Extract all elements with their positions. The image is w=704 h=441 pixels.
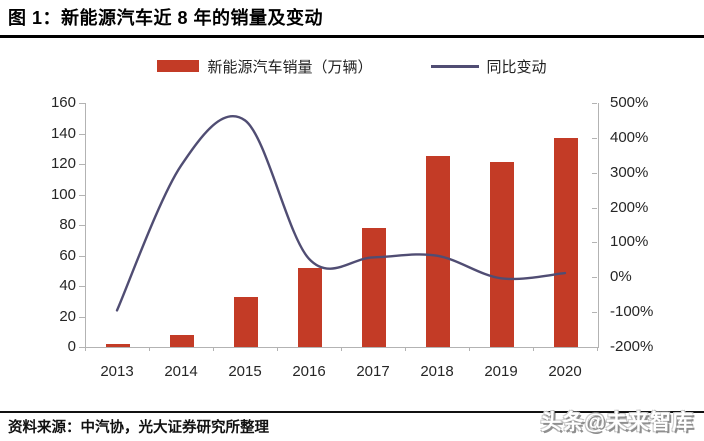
y-axis-right-tick-label: 100% — [610, 233, 649, 251]
x-axis-label: 2018 — [420, 363, 454, 380]
y-axis-right-tick-label: -200% — [610, 338, 654, 355]
watermark: 头条@未来智库 — [540, 411, 694, 434]
plot-area — [85, 103, 599, 348]
y-axis-left-tick-label: 160 — [50, 94, 76, 111]
y-axis-right-tick-label: 500% — [610, 94, 649, 111]
sales-bar — [298, 267, 322, 347]
y-axis-left-tick-label: 100 — [50, 185, 76, 203]
legend-label-sales: 新能源汽车销量（万辆） — [207, 58, 373, 76]
legend-item-sales: 新能源汽车销量（万辆） — [157, 56, 373, 77]
title-rule — [0, 35, 704, 38]
x-axis-label: 2020 — [548, 363, 582, 380]
yoy-line-series — [115, 114, 567, 312]
y-axis-left-tick-label: 40 — [59, 277, 76, 294]
y-axis-right-tick-label: 200% — [610, 198, 649, 216]
legend-label-yoy: 同比变动 — [486, 58, 547, 76]
y-axis-left-tick-label: 60 — [59, 246, 76, 264]
bar-swatch-icon — [157, 60, 200, 72]
sales-bar — [426, 156, 450, 347]
line-swatch-icon — [430, 64, 479, 68]
x-axis-label: 2017 — [356, 363, 390, 380]
y-axis-left-tick-label: 140 — [50, 124, 76, 142]
y-axis-right-tick-label: 0% — [610, 268, 632, 286]
sales-bar — [106, 343, 130, 347]
page-title: 图 1：新能源汽车近 8 年的销量及变动 — [8, 8, 324, 28]
y-axis-left-tick-label: 0 — [67, 338, 76, 355]
x-axis-label: 2014 — [164, 363, 198, 380]
yoy-line-path — [115, 114, 567, 312]
y-axis-left-tick-label: 80 — [59, 216, 76, 233]
y-axis-right-tick-label: 300% — [610, 163, 649, 181]
x-axis-label: 2015 — [228, 363, 262, 380]
legend-item-yoy: 同比变动 — [430, 56, 547, 77]
sales-bar — [554, 138, 578, 347]
source-note: 资料来源：中汽协，光大证券研究所整理 — [8, 420, 269, 436]
x-axis-label: 2019 — [484, 363, 518, 380]
sales-bar — [362, 228, 386, 347]
legend: 新能源汽车销量（万辆） 同比变动 — [0, 54, 704, 78]
y-axis-right-tick-label: 400% — [610, 128, 649, 146]
x-axis-label: 2016 — [292, 363, 326, 380]
sales-bar — [170, 334, 194, 347]
footer-rule — [0, 411, 704, 413]
y-axis-left-tick-label: 120 — [50, 155, 76, 172]
sales-bar — [490, 162, 514, 347]
y-axis-left-tick-label: 20 — [59, 307, 76, 325]
y-axis-right-tick-label: -100% — [610, 303, 654, 321]
x-axis-label: 2013 — [100, 363, 134, 380]
sales-bar — [234, 296, 258, 347]
